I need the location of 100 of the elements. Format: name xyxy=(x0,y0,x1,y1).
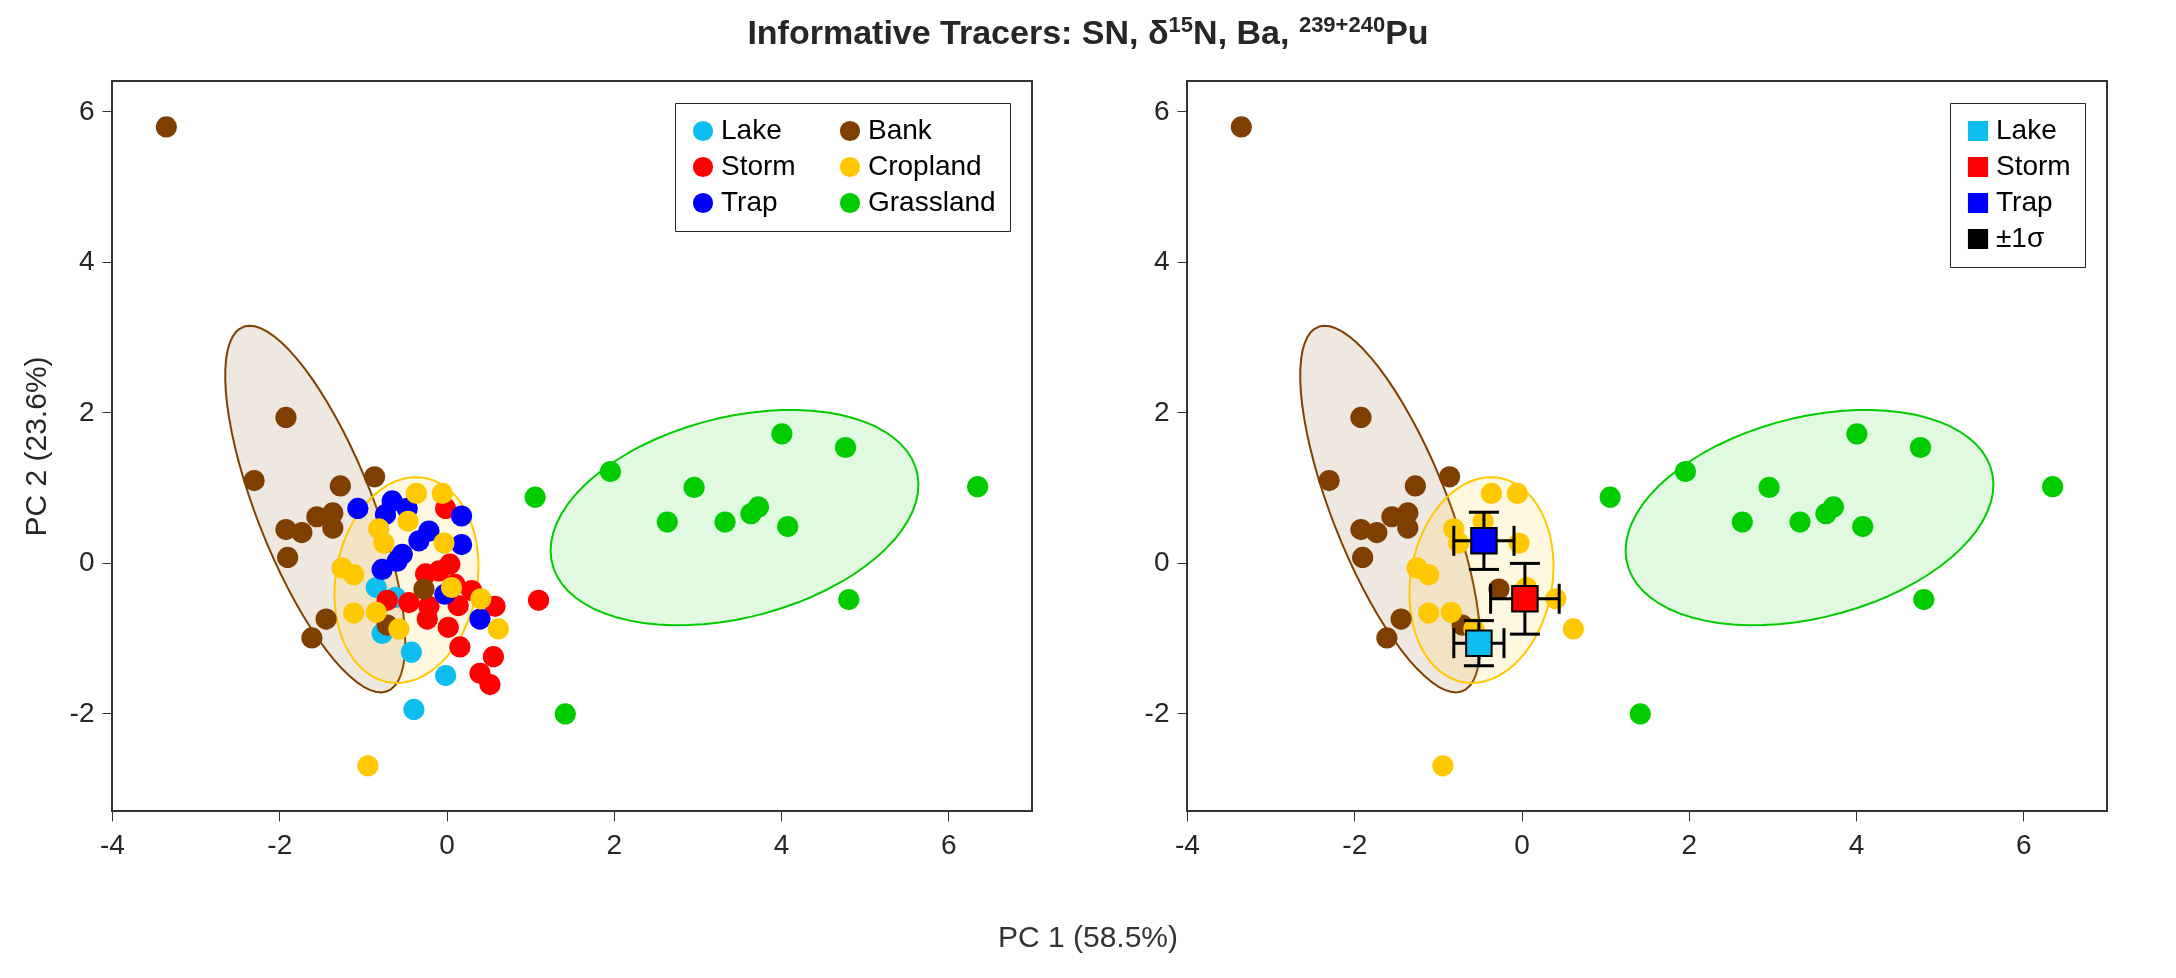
point xyxy=(771,423,793,445)
point xyxy=(1470,527,1498,555)
point xyxy=(386,550,408,572)
point xyxy=(1846,423,1868,445)
legend-label: Trap xyxy=(1996,186,2053,217)
point xyxy=(524,486,546,508)
x-tick-label: -2 xyxy=(1342,828,1368,860)
point xyxy=(1506,482,1528,504)
legend-label: Lake xyxy=(721,114,782,145)
x-tick-label: 2 xyxy=(606,828,623,860)
point xyxy=(714,511,736,533)
x-axis-title: PC 1 (58.5%) xyxy=(996,920,1180,954)
point xyxy=(1439,466,1461,488)
point xyxy=(275,406,297,428)
point xyxy=(433,532,455,554)
point xyxy=(470,588,492,610)
point xyxy=(838,588,860,611)
y-tick-label: 0 xyxy=(78,546,95,578)
x-tick-label: 0 xyxy=(1514,828,1530,860)
point xyxy=(416,608,438,630)
legend-label: Lake xyxy=(1996,114,2057,145)
point xyxy=(1852,515,1874,538)
point xyxy=(1758,476,1780,498)
point xyxy=(347,497,369,520)
point xyxy=(1404,475,1426,497)
point xyxy=(397,510,419,532)
y-tick-label: 4 xyxy=(1153,245,1170,277)
point xyxy=(388,618,410,640)
point xyxy=(301,627,323,649)
point xyxy=(1352,546,1374,568)
y-tick-label: 2 xyxy=(78,395,95,427)
point xyxy=(1674,461,1697,483)
x-tick-label: -4 xyxy=(1175,828,1200,860)
point xyxy=(1440,601,1462,623)
annotation: ±1σ xyxy=(1996,222,2045,253)
point xyxy=(1789,511,1811,533)
point xyxy=(479,673,501,696)
point xyxy=(357,755,379,777)
x-tick-label: 4 xyxy=(1848,828,1865,860)
point xyxy=(1480,482,1503,504)
point xyxy=(1731,511,1753,533)
legend-label: Grassland xyxy=(868,186,996,217)
x-tick-label: -4 xyxy=(100,828,125,860)
point xyxy=(277,546,299,568)
y-tick-label: 2 xyxy=(1153,395,1170,427)
point xyxy=(322,517,344,539)
point xyxy=(1432,755,1454,777)
point xyxy=(1629,703,1651,725)
x-tick-label: -2 xyxy=(267,828,293,860)
x-tick-label: 6 xyxy=(2016,828,2032,860)
point xyxy=(1318,470,1340,492)
point xyxy=(1511,585,1539,613)
point xyxy=(1418,602,1440,624)
point xyxy=(364,466,386,488)
point xyxy=(437,616,459,638)
y-tick-label: 6 xyxy=(78,94,95,126)
point xyxy=(431,482,453,504)
y-tick-label: 6 xyxy=(1153,94,1170,126)
legend-label: Bank xyxy=(868,114,933,145)
point xyxy=(834,436,857,459)
point xyxy=(527,589,550,611)
point xyxy=(155,116,177,138)
y-tick-label: -2 xyxy=(1144,696,1170,728)
point xyxy=(450,534,473,556)
point xyxy=(747,496,770,518)
point xyxy=(403,698,425,720)
y-tick-label: 0 xyxy=(1153,546,1170,578)
point xyxy=(413,578,435,600)
point xyxy=(373,532,395,554)
point xyxy=(398,591,420,614)
point xyxy=(329,475,351,497)
point xyxy=(2042,476,2064,498)
point xyxy=(1376,627,1398,649)
point xyxy=(1562,618,1585,640)
point xyxy=(1599,486,1621,508)
point xyxy=(400,641,423,663)
legend-label: Trap xyxy=(721,186,778,217)
point xyxy=(435,664,457,687)
legend-label: Storm xyxy=(721,150,796,181)
point xyxy=(1465,629,1493,657)
point xyxy=(371,558,393,581)
point xyxy=(683,476,705,498)
point xyxy=(428,560,450,582)
point xyxy=(343,602,365,624)
legend-label: Storm xyxy=(1996,150,2071,181)
point xyxy=(554,703,576,725)
legend-label: Cropland xyxy=(868,150,982,181)
point xyxy=(405,482,428,504)
point xyxy=(482,646,504,668)
point xyxy=(1913,588,1935,611)
point xyxy=(777,515,799,538)
point xyxy=(450,505,473,527)
y-tick-label: 4 xyxy=(78,245,95,277)
y-tick-label: -2 xyxy=(69,696,95,728)
point xyxy=(1397,517,1419,539)
point xyxy=(343,564,365,586)
point xyxy=(1390,608,1412,630)
point xyxy=(408,530,430,552)
point xyxy=(967,476,989,498)
point xyxy=(599,461,622,483)
